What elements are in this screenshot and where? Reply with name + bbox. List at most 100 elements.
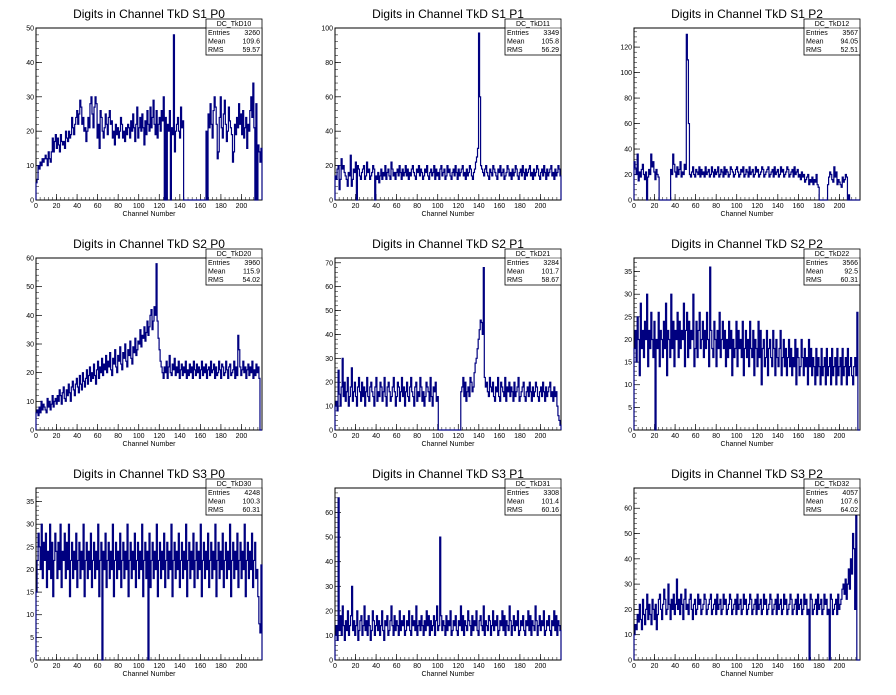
y-tick-label: 40 bbox=[325, 129, 333, 136]
stats-box-frame bbox=[803, 248, 861, 286]
y-tick-label: 25 bbox=[26, 544, 34, 551]
x-tick-label: 100 bbox=[731, 663, 743, 670]
x-tick-label: 200 bbox=[535, 203, 547, 210]
x-tick-label: 40 bbox=[671, 433, 679, 440]
stats-rms-label: RMS bbox=[806, 507, 822, 514]
y-tick-label: 50 bbox=[325, 535, 333, 542]
x-tick-label: 80 bbox=[114, 203, 122, 210]
x-tick-label: 40 bbox=[671, 203, 679, 210]
stats-box-frame bbox=[504, 478, 562, 516]
stats-mean-label: Mean bbox=[208, 269, 226, 276]
x-tick-label: 200 bbox=[236, 663, 248, 670]
y-tick-label: 5 bbox=[628, 405, 632, 412]
stats-entries-value: 3260 bbox=[244, 30, 260, 37]
y-tick-label: 120 bbox=[620, 45, 632, 52]
x-tick-label: 80 bbox=[114, 663, 122, 670]
stats-box: DC_TkD21 Entries 3284 Mean 101.7 RMS 58.67 bbox=[504, 248, 562, 286]
y-tick-label: 20 bbox=[325, 608, 333, 615]
x-axis-title: Channel Number bbox=[721, 671, 775, 678]
histogram-series-line bbox=[334, 497, 562, 660]
stats-entries-label: Entries bbox=[806, 30, 828, 37]
stats-mean-label: Mean bbox=[507, 269, 525, 276]
y-tick-label: 0 bbox=[30, 428, 34, 435]
stats-entries-label: Entries bbox=[208, 30, 230, 37]
stats-rms-label: RMS bbox=[208, 47, 224, 54]
x-tick-label: 180 bbox=[813, 663, 825, 670]
x-tick-label: 100 bbox=[133, 663, 145, 670]
x-tick-label: 200 bbox=[834, 203, 846, 210]
x-tick-label: 120 bbox=[751, 203, 763, 210]
x-tick-label: 80 bbox=[413, 663, 421, 670]
stats-mean-value: 101.4 bbox=[541, 499, 559, 506]
y-tick-label: 40 bbox=[624, 147, 632, 154]
stats-name: DC_TkD22 bbox=[815, 251, 850, 258]
x-tick-label: 140 bbox=[174, 433, 186, 440]
y-tick-label: 0 bbox=[628, 428, 632, 435]
stats-box: DC_TkD20 Entries 3960 Mean 115.9 RMS 54.02 bbox=[205, 248, 263, 286]
histogram-panel-4: Digits in Channel TkD S2 P0 0 10 20 30 40 50 60… bbox=[26, 237, 263, 448]
x-tick-label: 160 bbox=[494, 433, 506, 440]
y-tick-label: 80 bbox=[325, 60, 333, 67]
y-tick-label: 0 bbox=[628, 658, 632, 665]
stats-mean-value: 94.05 bbox=[840, 39, 858, 46]
stats-entries-value: 3960 bbox=[244, 260, 260, 267]
x-tick-label: 20 bbox=[352, 203, 360, 210]
stats-rms-label: RMS bbox=[806, 277, 822, 284]
stats-entries-value: 3567 bbox=[842, 30, 858, 37]
x-tick-label: 160 bbox=[195, 203, 207, 210]
y-tick-label: 0 bbox=[329, 658, 333, 665]
x-tick-label: 120 bbox=[751, 433, 763, 440]
stats-rms-value: 60.16 bbox=[541, 507, 559, 514]
x-tick-label: 100 bbox=[731, 203, 743, 210]
x-tick-label: 140 bbox=[772, 203, 784, 210]
y-tick-label: 20 bbox=[26, 567, 34, 574]
x-tick-label: 40 bbox=[372, 203, 380, 210]
stats-box: DC_TkD32 Entries 4057 Mean 107.6 RMS 64.02 bbox=[803, 478, 861, 516]
y-tick-label: 10 bbox=[26, 612, 34, 619]
x-tick-label: 0 bbox=[34, 203, 38, 210]
stats-rms-value: 52.51 bbox=[840, 47, 858, 54]
y-tick-label: 30 bbox=[624, 582, 632, 589]
stats-mean-value: 92.5 bbox=[844, 269, 858, 276]
panel-title: Digits in Channel TkD S1 P0 bbox=[73, 7, 225, 21]
y-tick-label: 60 bbox=[325, 94, 333, 101]
histogram-series-line bbox=[35, 34, 263, 201]
x-tick-label: 60 bbox=[692, 203, 700, 210]
y-tick-label: 20 bbox=[624, 607, 632, 614]
stats-entries-value: 4248 bbox=[244, 490, 260, 497]
x-tick-label: 200 bbox=[535, 433, 547, 440]
stats-box: DC_TkD10 Entries 3260 Mean 109.6 RMS 59.57 bbox=[205, 18, 263, 56]
stats-rms-value: 60.31 bbox=[840, 277, 858, 284]
stats-entries-value: 3349 bbox=[543, 30, 559, 37]
y-tick-label: 50 bbox=[624, 531, 632, 538]
x-tick-label: 0 bbox=[333, 663, 337, 670]
x-tick-label: 140 bbox=[174, 203, 186, 210]
x-tick-label: 40 bbox=[73, 203, 81, 210]
x-tick-label: 20 bbox=[352, 663, 360, 670]
x-tick-label: 120 bbox=[452, 433, 464, 440]
stats-rms-label: RMS bbox=[507, 277, 523, 284]
y-tick-label: 30 bbox=[26, 522, 34, 529]
y-tick-label: 10 bbox=[624, 632, 632, 639]
y-tick-label: 35 bbox=[624, 269, 632, 276]
stats-rms-label: RMS bbox=[208, 277, 224, 284]
plot-frame bbox=[633, 27, 861, 201]
histogram-panel-3: Digits in Channel TkD S1 P2 0 20 40 60 80 100 1… bbox=[620, 7, 861, 218]
y-tick-label: 60 bbox=[325, 510, 333, 517]
x-tick-label: 20 bbox=[53, 433, 61, 440]
stats-box-frame bbox=[803, 478, 861, 516]
x-tick-label: 180 bbox=[514, 663, 526, 670]
x-tick-label: 140 bbox=[473, 433, 485, 440]
stats-name: DC_TkD31 bbox=[516, 481, 551, 488]
stats-box-frame bbox=[205, 478, 263, 516]
stats-entries-label: Entries bbox=[507, 30, 529, 37]
x-tick-label: 160 bbox=[195, 663, 207, 670]
y-tick-label: 20 bbox=[325, 380, 333, 387]
y-tick-label: 100 bbox=[620, 70, 632, 77]
histogram-series-line bbox=[633, 266, 860, 431]
x-axis-title: Channel Number bbox=[422, 671, 476, 678]
x-tick-label: 160 bbox=[195, 433, 207, 440]
y-tick-label: 50 bbox=[26, 284, 34, 291]
y-tick-label: 40 bbox=[26, 60, 34, 67]
